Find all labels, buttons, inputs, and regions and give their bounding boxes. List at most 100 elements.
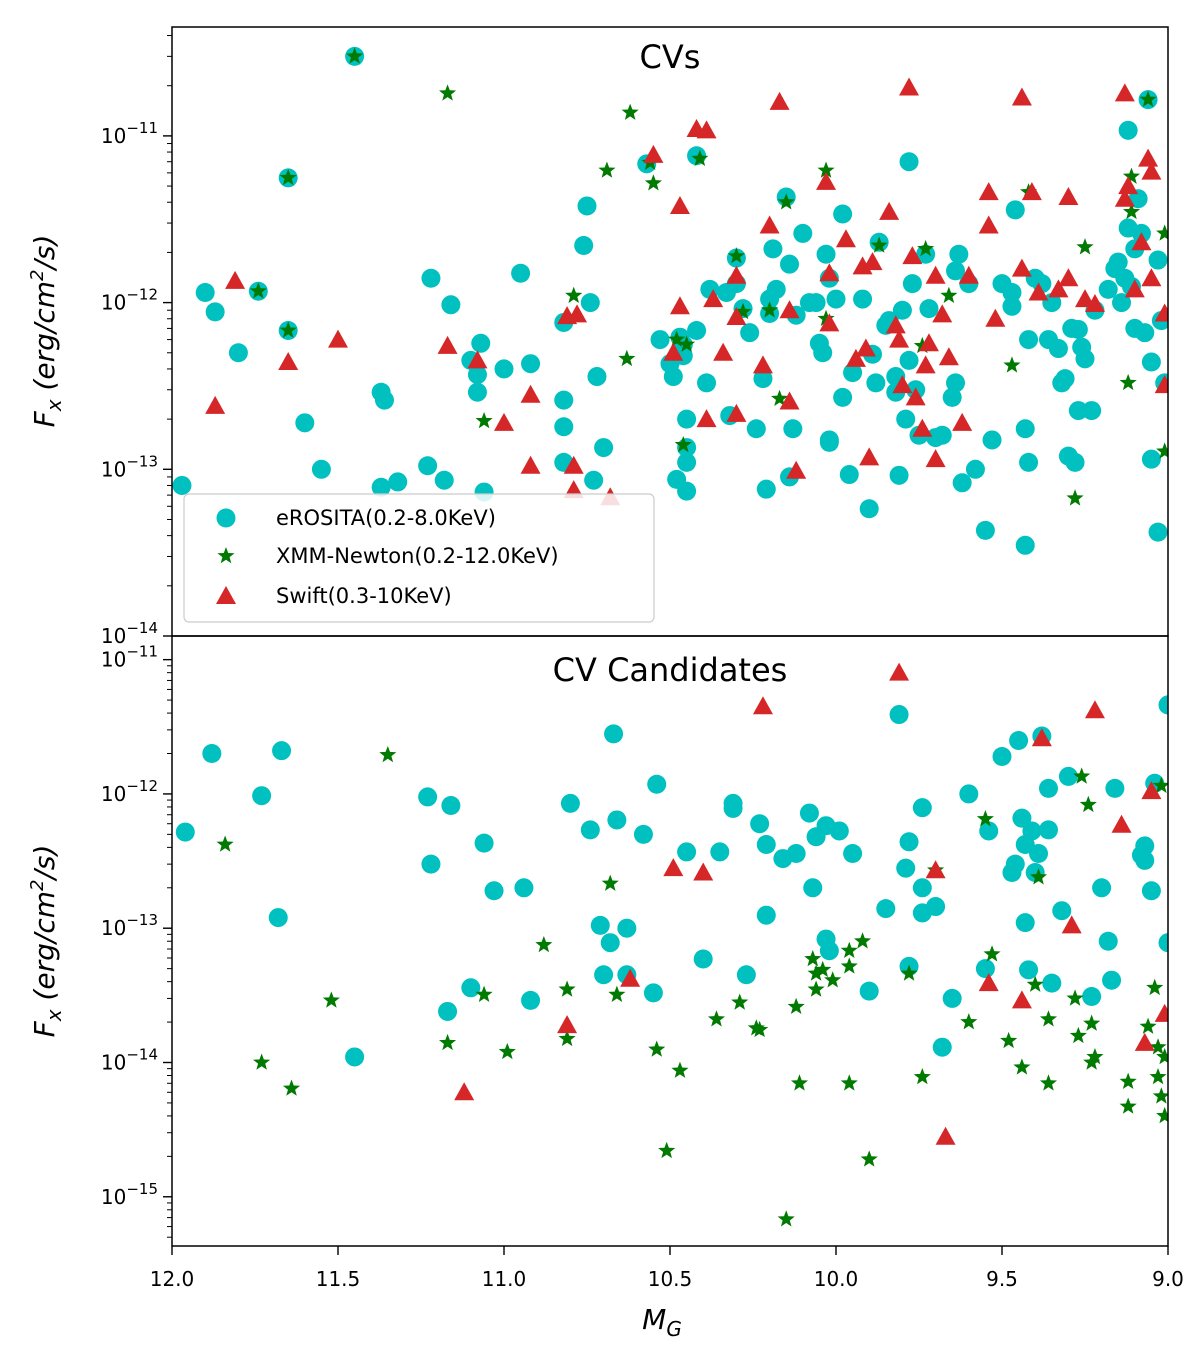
cv-swift-point bbox=[437, 335, 458, 354]
cv-erosita-point bbox=[584, 470, 604, 490]
cv-erosita-point bbox=[763, 239, 783, 259]
cv-candidates-erosita-point bbox=[1102, 970, 1122, 990]
cv-candidates-xmm-point bbox=[475, 985, 493, 1002]
cv-candidates-xmm-point bbox=[777, 1210, 795, 1227]
cv-swift-point bbox=[1058, 268, 1079, 287]
cv-xmm-point bbox=[940, 286, 958, 303]
cv-swift-point bbox=[985, 308, 1006, 327]
cv-swift-point bbox=[726, 403, 747, 422]
cv-candidates-erosita-point bbox=[175, 822, 195, 842]
cv-swift-point bbox=[669, 195, 690, 214]
cv-erosita-point bbox=[1082, 401, 1102, 421]
cv-xmm-point bbox=[279, 168, 297, 186]
cv-swift-point bbox=[978, 215, 999, 234]
cv-candidates-xmm-point bbox=[807, 964, 825, 981]
cv-erosita-point bbox=[919, 299, 939, 319]
cv-candidates-erosita-point bbox=[992, 746, 1012, 766]
cv-xmm-point bbox=[734, 302, 752, 320]
x-axis-title: MG bbox=[642, 1303, 682, 1341]
legend-item-swift: Swift(0.3-10KeV) bbox=[216, 584, 452, 608]
cv-candidates-erosita-point bbox=[1082, 987, 1102, 1007]
cv-candidates-swift-point bbox=[693, 862, 714, 881]
cv-candidates-erosita-point bbox=[1022, 821, 1042, 841]
y-tick-label: 10−12 bbox=[101, 777, 158, 806]
cv-candidates-swift-point bbox=[454, 1082, 475, 1101]
y-tick-label: 10−12 bbox=[101, 286, 158, 315]
cv-candidates-xmm-point bbox=[253, 1053, 271, 1070]
cv-candidates-xmm-point bbox=[913, 1067, 931, 1085]
cv-candidates-erosita-point bbox=[843, 844, 863, 864]
x-axis-title-sub: G bbox=[666, 1317, 682, 1341]
cv-candidates-xmm-point bbox=[439, 1033, 457, 1051]
cv-erosita-point bbox=[952, 473, 972, 493]
y-tick-label: 10−13 bbox=[101, 452, 158, 481]
cv-erosita-point bbox=[471, 333, 491, 353]
cv-xmm-point bbox=[917, 239, 935, 257]
cv-xmm-point bbox=[674, 435, 692, 453]
cv-candidates-xmm-point bbox=[1149, 1067, 1167, 1085]
cv-swift-point bbox=[1028, 282, 1049, 301]
cv-candidates-erosita-point bbox=[786, 844, 806, 864]
cv-swift-point bbox=[879, 201, 900, 220]
cv-candidates-xmm-point bbox=[1066, 989, 1084, 1006]
cv-xmm-point bbox=[777, 193, 795, 210]
cv-swift-point bbox=[1021, 182, 1042, 201]
cv-candidates-erosita-point bbox=[647, 774, 667, 794]
legend-item-erosita: eROSITA(0.2-8.0KeV) bbox=[216, 506, 496, 530]
cv-candidates-swift-point bbox=[925, 860, 946, 879]
cv-xmm-point bbox=[279, 321, 297, 338]
cv-erosita-point bbox=[833, 204, 853, 224]
cv-candidates-xmm-point bbox=[814, 960, 832, 978]
x-tick-label: 9.5 bbox=[986, 1267, 1018, 1291]
cv-swift-point bbox=[1131, 232, 1152, 251]
cv-candidates-xmm-point bbox=[1156, 1106, 1168, 1124]
cv-xmm-point bbox=[668, 330, 686, 347]
cv-swift-point bbox=[816, 171, 837, 190]
y-title-unit-b: /s) bbox=[28, 845, 61, 883]
cv-swift-point bbox=[1058, 186, 1079, 205]
cv-candidates-xmm-point bbox=[658, 1141, 676, 1159]
cv-candidates-xmm-point bbox=[1039, 1074, 1058, 1091]
circle-marker-icon bbox=[216, 508, 236, 528]
cv-candidates-swift-point bbox=[557, 1015, 578, 1034]
cv-erosita-point bbox=[677, 481, 697, 501]
cv-candidates-erosita-point bbox=[829, 821, 849, 841]
cv-candidates-erosita-point bbox=[345, 1047, 365, 1067]
legend-label-erosita: eROSITA(0.2-8.0KeV) bbox=[276, 506, 496, 530]
cv-candidates-erosita-point bbox=[1038, 778, 1058, 798]
y-title-unit-a: (erg/cm bbox=[28, 281, 61, 399]
cv-erosita-point bbox=[511, 263, 531, 283]
cv-swift-point bbox=[845, 348, 866, 367]
cv-candidates-xmm-point bbox=[1146, 978, 1164, 996]
cv-swift-point bbox=[1118, 176, 1139, 195]
cv-swift-point bbox=[643, 144, 664, 163]
cv-erosita-point bbox=[467, 365, 487, 385]
cv-candidates-xmm-point bbox=[976, 810, 994, 827]
cv-candidates-panel-y-ticks: 10−15 10−14 10−13 10−12 10−11 bbox=[101, 643, 172, 1238]
cv-erosita-point bbox=[421, 268, 441, 288]
cv-xmm-point bbox=[1139, 90, 1157, 107]
cv-erosita-point bbox=[1141, 352, 1161, 372]
cv-swift-point bbox=[835, 229, 856, 248]
cv-swift-point bbox=[1084, 294, 1105, 313]
cv-candidates-erosita-point bbox=[604, 724, 624, 744]
cv-candidates-xmm-point bbox=[790, 1074, 809, 1091]
cv-erosita-point bbox=[494, 359, 514, 379]
cv-candidates-erosita-point bbox=[1029, 844, 1049, 864]
cv-candidates-swift-point bbox=[1061, 915, 1082, 934]
cv-erosita-point bbox=[806, 293, 826, 313]
cv-xmm-point bbox=[565, 286, 583, 303]
triangle-marker-icon bbox=[216, 586, 236, 604]
cv-candidates-swift-point bbox=[889, 662, 910, 681]
cv-swift-point bbox=[713, 342, 734, 361]
cv-swift-point bbox=[703, 289, 724, 308]
cv-candidates-xmm-point bbox=[1156, 1047, 1168, 1065]
cv-candidates-erosita-point bbox=[514, 878, 534, 898]
cv-erosita-point bbox=[554, 417, 574, 437]
cv-erosita-point bbox=[853, 289, 873, 309]
cv-swift-point bbox=[1114, 83, 1135, 102]
cv-candidates-erosita-point bbox=[202, 744, 222, 764]
cv-erosita-point bbox=[746, 419, 766, 439]
cv-erosita-point bbox=[932, 425, 952, 445]
cv-candidates-xmm-point bbox=[1026, 975, 1044, 992]
